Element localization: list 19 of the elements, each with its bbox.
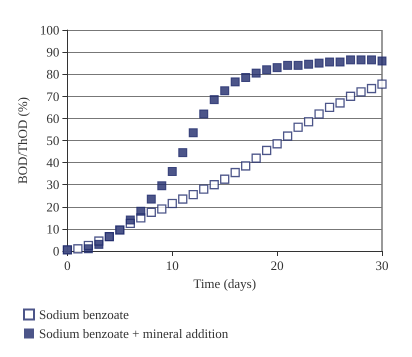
x-tick-label: 30 [376, 258, 388, 273]
legend-label: Sodium benzoate [39, 307, 130, 322]
legend-label: Sodium benzoate + mineral addition [39, 326, 229, 341]
y-tick-label: 20 [46, 199, 60, 214]
y-tick-label: 50 [46, 133, 60, 148]
y-axis-title: BOD/ThOD (%) [15, 96, 30, 184]
x-axis-title: Time (days) [193, 276, 256, 291]
y-tick-label: 0 [52, 244, 60, 258]
y-tick-label: 70 [46, 88, 60, 104]
x-tick-label: 20 [270, 258, 284, 273]
y-tick-label: 40 [46, 155, 60, 170]
y-tick-label: 10 [46, 221, 60, 236]
x-tick-label: 10 [166, 258, 179, 273]
y-tick-label: 60 [46, 110, 60, 126]
x-tick-label: 0 [64, 258, 71, 273]
y-tick-label: 90 [46, 44, 60, 60]
y-tick-label: 80 [46, 66, 60, 82]
y-tick-label: 30 [46, 177, 60, 192]
y-tick-label: 100 [40, 22, 60, 38]
